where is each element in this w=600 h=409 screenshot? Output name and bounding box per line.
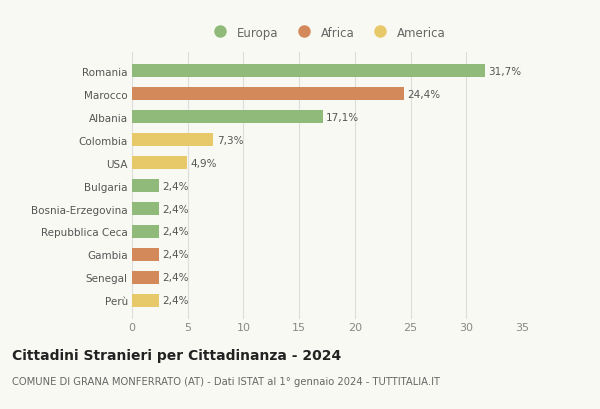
Bar [132,249,159,261]
Bar [132,88,404,101]
Text: 24,4%: 24,4% [407,90,440,99]
Bar [132,134,214,146]
Text: 2,4%: 2,4% [162,273,188,283]
Bar [132,111,323,124]
Text: 2,4%: 2,4% [162,204,188,214]
Text: Cittadini Stranieri per Cittadinanza - 2024: Cittadini Stranieri per Cittadinanza - 2… [12,348,341,362]
Bar [132,226,159,238]
Bar [132,272,159,284]
Text: 31,7%: 31,7% [488,67,521,76]
Bar [132,203,159,215]
Text: COMUNE DI GRANA MONFERRATO (AT) - Dati ISTAT al 1° gennaio 2024 - TUTTITALIA.IT: COMUNE DI GRANA MONFERRATO (AT) - Dati I… [12,377,440,387]
Bar [132,180,159,192]
Text: 7,3%: 7,3% [217,135,243,145]
Bar [132,294,159,307]
Bar [132,157,187,169]
Text: 2,4%: 2,4% [162,181,188,191]
Text: 4,9%: 4,9% [190,158,217,168]
Text: 2,4%: 2,4% [162,296,188,306]
Text: 2,4%: 2,4% [162,250,188,260]
Legend: Europa, Africa, America: Europa, Africa, America [203,22,451,44]
Text: 2,4%: 2,4% [162,227,188,237]
Text: 17,1%: 17,1% [326,112,359,122]
Bar [132,65,485,78]
